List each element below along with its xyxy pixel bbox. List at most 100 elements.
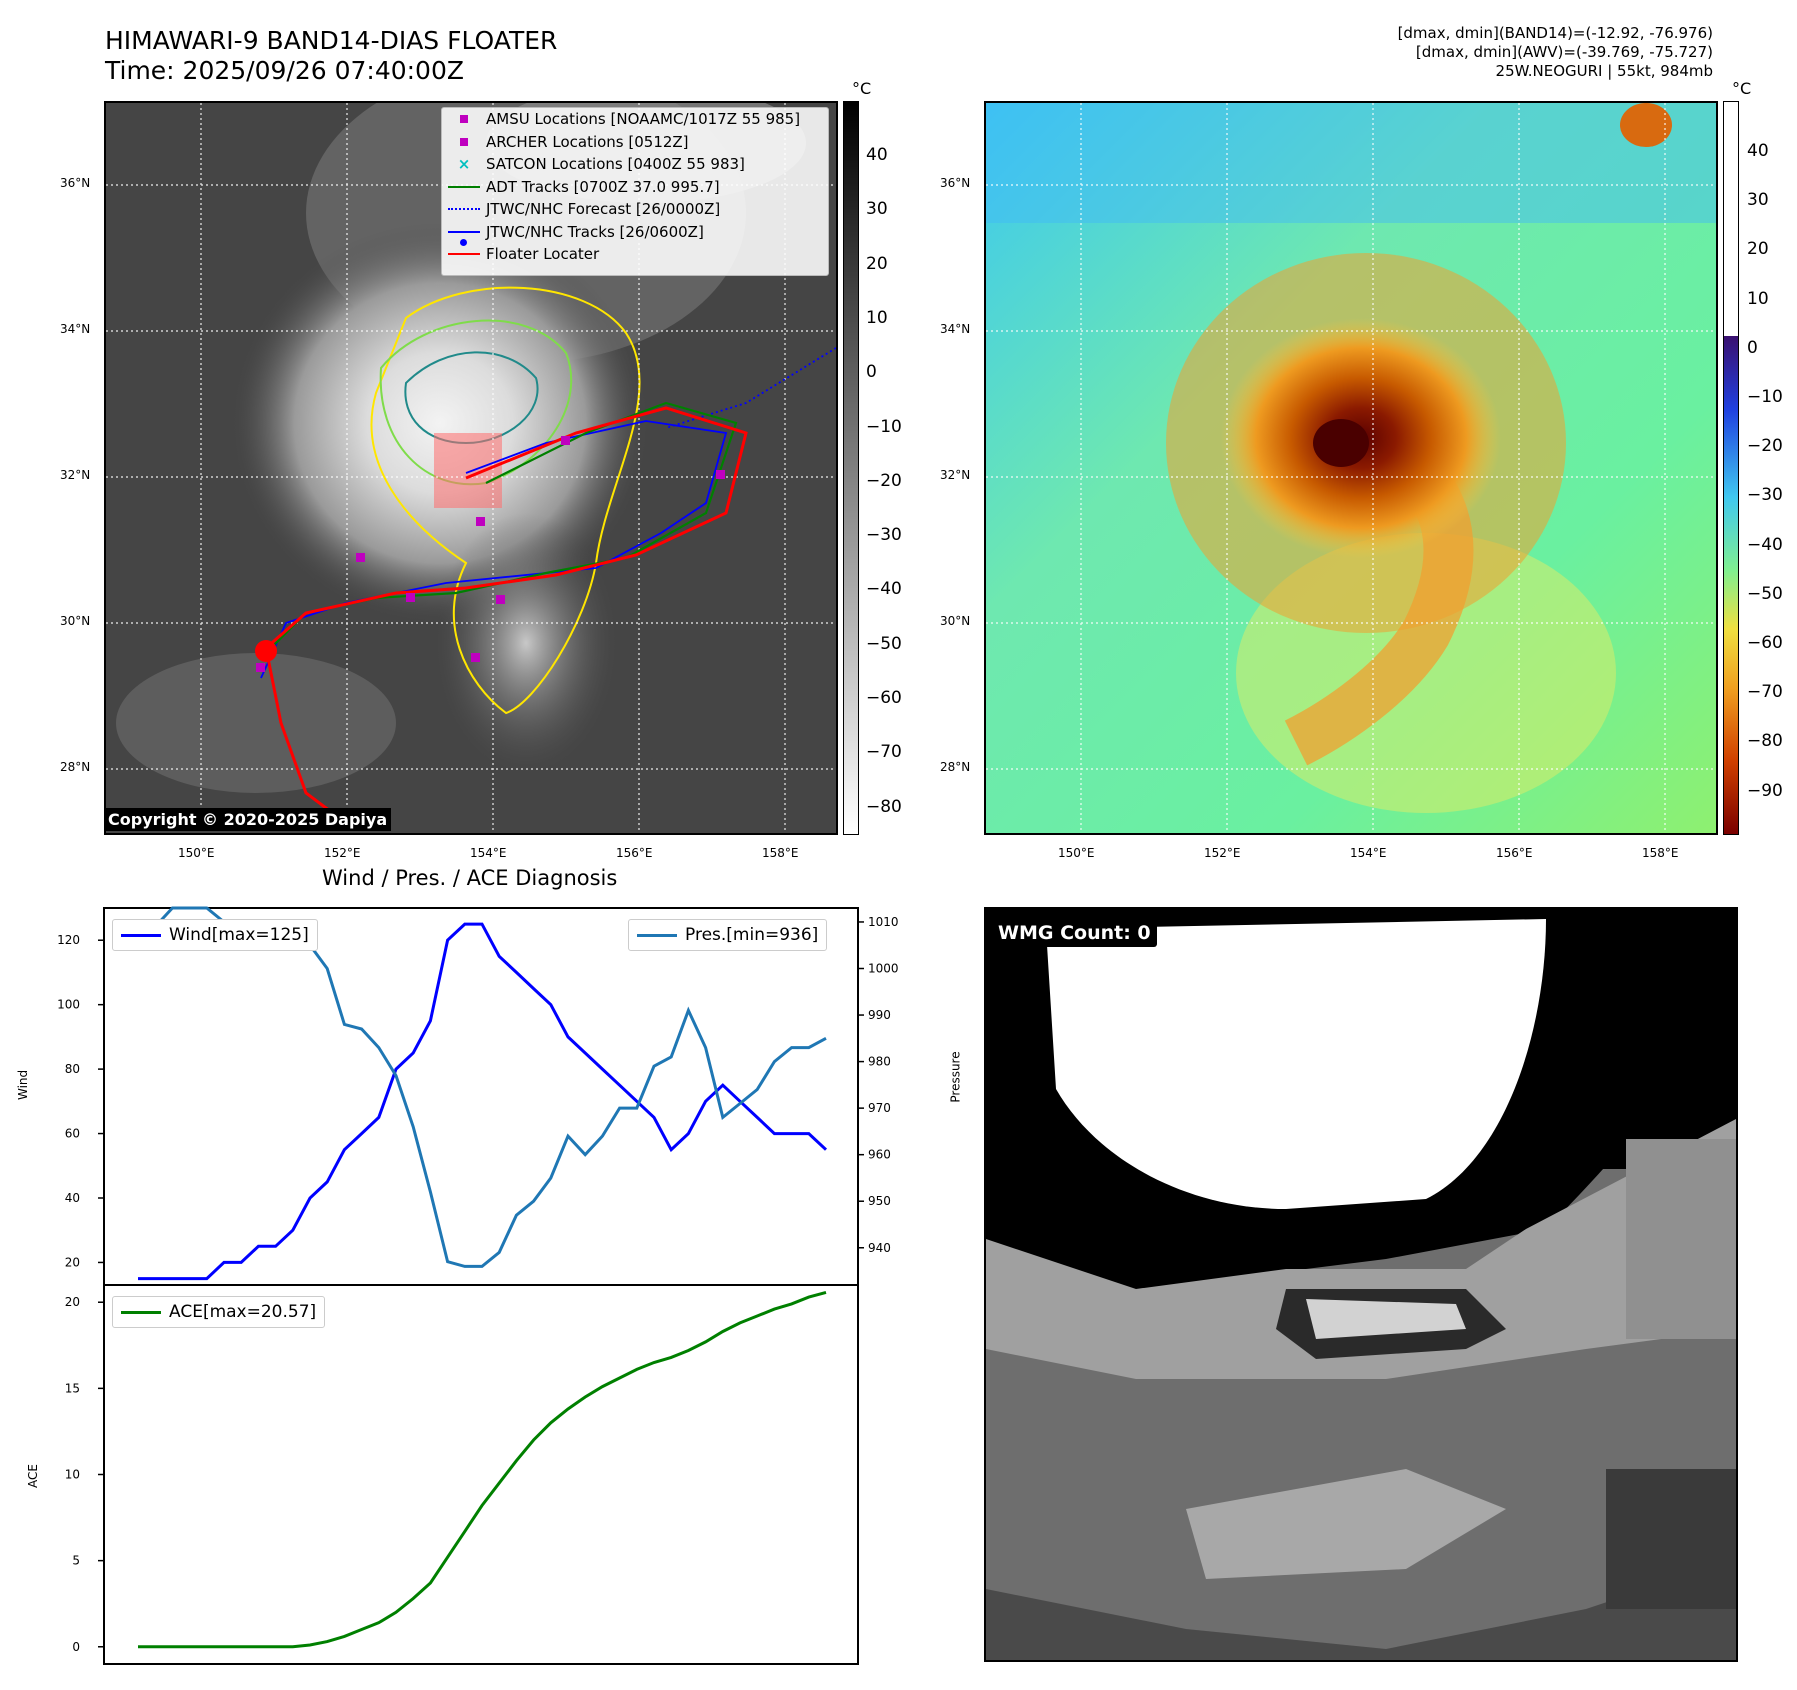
colorbar-unit: °C [852, 79, 872, 98]
y2-tick-label: 940 [868, 1241, 891, 1255]
legend-label: Floater Locater [486, 245, 600, 264]
dotted-line-icon [448, 208, 480, 211]
legend-label: AMSU Locations [NOAAMC/1017Z 55 985] [486, 110, 801, 129]
colorbar-tick: −60 [1747, 633, 1783, 653]
lat-label: 36°N [60, 176, 91, 190]
y-tick-label: 15 [65, 1381, 80, 1395]
legend-amsu: AMSU Locations [NOAAMC/1017Z 55 985] [442, 108, 828, 131]
storm-info: 25W.NEOGURI | 55kt, 984mb [1495, 62, 1713, 80]
y-tick-label: 80 [65, 1062, 80, 1076]
lon-label: 154°E [1350, 846, 1387, 860]
colorbar-tick: 30 [1747, 190, 1769, 211]
lon-label: 152°E [324, 846, 361, 860]
line-icon [448, 253, 480, 256]
colorbar-tick: 0 [866, 362, 877, 383]
legend-label: ADT Tracks [0700Z 37.0 995.7] [486, 177, 720, 196]
wind-axes-frame [103, 907, 859, 1286]
colorbar-tick: −80 [866, 796, 902, 817]
colorbar-tick: −20 [866, 470, 902, 491]
colorbar-tick: −70 [1747, 682, 1783, 703]
colorbar-tick: 30 [866, 199, 888, 220]
y-tick-label: 20 [65, 1295, 80, 1309]
square-marker-icon [460, 137, 468, 146]
colorbar-tick: −30 [1747, 485, 1783, 506]
ace-legend: ACE[max=20.57] [112, 1296, 326, 1328]
legend-label: JTWC/NHC Forecast [26/0000Z] [486, 200, 721, 219]
awv-colorbar [1723, 101, 1739, 835]
lon-label: 150°E [178, 846, 215, 860]
wmg-imagery [986, 909, 1736, 1660]
line-dot-icon [448, 230, 480, 233]
lon-label: 158°E [1642, 846, 1679, 860]
y-tick-label: 20 [65, 1255, 80, 1269]
line-icon [448, 185, 480, 188]
colorbar-tick: 40 [1747, 141, 1769, 161]
legend-satcon: × SATCON Locations [0400Z 55 983] [442, 153, 828, 176]
ace-axes-frame [103, 1284, 859, 1665]
legend-archer: ARCHER Locations [0512Z] [442, 131, 828, 154]
legend-forecast: JTWC/NHC Forecast [26/0000Z] [442, 198, 828, 221]
y-tick-label: 40 [65, 1191, 80, 1205]
band14-range: [dmax, dmin](BAND14)=(-12.92, -76.976) [1397, 24, 1713, 42]
lat-label: 32°N [940, 468, 971, 482]
lat-label: 34°N [940, 322, 971, 336]
lat-label: 30°N [60, 614, 91, 628]
line-icon [121, 1310, 161, 1314]
lon-label: 154°E [470, 846, 507, 860]
legend-label: JTWC/NHC Tracks [26/0600Z] [486, 222, 704, 241]
y2-tick-label: 950 [868, 1194, 891, 1208]
wind-legend: Wind[max=125] [112, 919, 318, 951]
lat-label: 36°N [940, 176, 971, 190]
y2-tick-label: 980 [868, 1055, 891, 1069]
colorbar-tick: −70 [866, 742, 902, 763]
lon-label: 158°E [762, 846, 799, 860]
y2-tick-label: 960 [868, 1148, 891, 1162]
lon-label: 150°E [1058, 846, 1095, 860]
colorbar-tick: −40 [866, 579, 902, 600]
y-tick-label: 10 [65, 1468, 80, 1482]
lat-label: 32°N [60, 468, 91, 482]
colorbar-tick: −10 [866, 416, 902, 437]
wmg-count-label: WMG Count: 0 [992, 919, 1157, 947]
lon-label: 152°E [1204, 846, 1241, 860]
colorbar-tick: −50 [866, 633, 902, 654]
y2-tick-label: 1000 [868, 962, 899, 976]
y-tick-label: 100 [57, 998, 80, 1012]
lat-label: 34°N [60, 322, 91, 336]
legend-floater: Floater Locater [442, 243, 828, 266]
map-legend: AMSU Locations [NOAAMC/1017Z 55 985] ARC… [441, 107, 829, 276]
chart-time: Time: 2025/09/26 07:40:00Z [105, 56, 464, 85]
wind-series-line [138, 922, 828, 1281]
colorbar-tick: −10 [1747, 387, 1783, 407]
colorbar-tick: −50 [1747, 583, 1783, 604]
colorbar-tick: 40 [866, 145, 888, 165]
legend-tracks: JTWC/NHC Tracks [26/0600Z] [442, 221, 828, 246]
colorbar-tick: −30 [866, 525, 902, 546]
lat-label: 28°N [940, 760, 971, 774]
pressure-legend: Pres.[min=936] [628, 919, 828, 951]
y-tick-label: 60 [65, 1127, 80, 1141]
diagnosis-title: Wind / Pres. / ACE Diagnosis [322, 866, 618, 890]
lon-label: 156°E [1496, 846, 1533, 860]
legend-adt: ADT Tracks [0700Z 37.0 995.7] [442, 176, 828, 199]
y-tick-label: 5 [72, 1554, 80, 1568]
y-tick-label: 0 [72, 1640, 80, 1654]
awv-range: [dmax, dmin](AWV)=(-39.769, -75.727) [1415, 43, 1713, 61]
y-tick-label: 120 [57, 933, 80, 947]
line-icon [637, 933, 677, 937]
square-marker-icon [460, 115, 468, 124]
y2-tick-label: 1010 [868, 915, 899, 929]
colorbar-tick: 20 [1747, 239, 1769, 260]
colorbar-unit: °C [1732, 79, 1752, 98]
pressure-legend-label: Pres.[min=936] [685, 925, 819, 945]
lat-label: 30°N [940, 614, 971, 628]
lon-label: 156°E [616, 846, 653, 860]
colorbar-tick: −60 [866, 688, 902, 708]
colorbar-tick: 10 [866, 307, 888, 328]
wind-legend-label: Wind[max=125] [169, 925, 309, 945]
colorbar-tick: −40 [1747, 534, 1783, 555]
lat-label: 28°N [60, 760, 91, 774]
legend-label: ARCHER Locations [0512Z] [486, 132, 689, 151]
colorbar-tick: 20 [866, 253, 888, 274]
band14-colorbar [843, 101, 859, 835]
